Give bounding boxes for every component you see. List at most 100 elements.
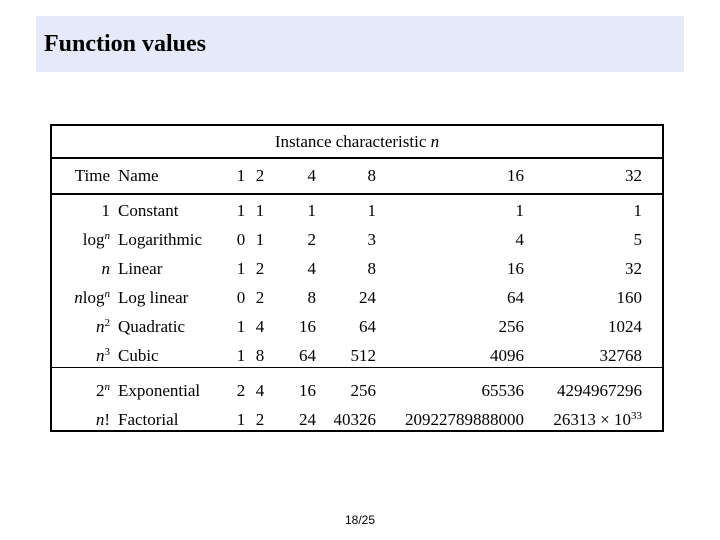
name-cell: Factorial bbox=[118, 409, 179, 429]
value-cell: 20922789888000 bbox=[405, 409, 524, 429]
header-n: 8 bbox=[367, 165, 377, 185]
value-cell: 512 bbox=[350, 345, 377, 365]
value-cell: 160 bbox=[616, 287, 643, 307]
table-row: logn Logarithmic 0 1 2 3 4 5 bbox=[52, 225, 642, 254]
group-divider bbox=[52, 367, 662, 368]
value-cell: 8 bbox=[307, 287, 317, 307]
exponent: 3 bbox=[104, 345, 111, 358]
value-cell: 1 bbox=[255, 200, 265, 220]
value-cell: 64 bbox=[507, 287, 524, 307]
name-cell: Log linear bbox=[118, 287, 189, 307]
value-cell: 1 bbox=[236, 258, 246, 278]
math-variable: n bbox=[96, 316, 105, 336]
value-cell: 8 bbox=[367, 258, 377, 278]
value-cell: 4 bbox=[255, 380, 265, 400]
header-n: 16 bbox=[507, 165, 524, 185]
table-row: 2n Exponential 2 4 16 256 65536 42949672… bbox=[52, 376, 642, 405]
value-cell: 40326 bbox=[333, 409, 377, 429]
name-cell: Linear bbox=[118, 258, 163, 278]
value-cell: 5 bbox=[633, 229, 643, 249]
value-cell: 0 bbox=[236, 287, 246, 307]
value-cell: 4 bbox=[255, 316, 265, 336]
caption-text: Instance characteristic bbox=[274, 132, 427, 151]
value-cell: 2 bbox=[255, 409, 265, 429]
name-cell: Cubic bbox=[118, 345, 159, 365]
values-grid: Time Name 1 2 4 8 16 32 1 Constant 1 1 1… bbox=[52, 161, 642, 434]
name-cell: Logarithmic bbox=[118, 229, 203, 249]
math-variable: n bbox=[101, 258, 111, 278]
value-cell: 16 bbox=[299, 316, 316, 336]
value-cell: 16 bbox=[507, 258, 524, 278]
table-row: n2 Quadratic 1 4 16 64 256 1024 bbox=[52, 312, 642, 341]
caption-variable: n bbox=[430, 132, 440, 151]
value-cell: 256 bbox=[350, 380, 377, 400]
time-cell: n3 bbox=[52, 341, 118, 370]
header-name: Name bbox=[118, 165, 159, 185]
value-cell: 64 bbox=[359, 316, 376, 336]
math-variable: n bbox=[95, 409, 105, 429]
value-cell: 256 bbox=[498, 316, 525, 336]
value-cell: 26313 × 1033 bbox=[553, 409, 642, 429]
value-cell: 8 bbox=[255, 345, 265, 365]
value-cell: 24 bbox=[299, 409, 316, 429]
value-cell: 24 bbox=[359, 287, 376, 307]
value-cell: 4096 bbox=[490, 345, 524, 365]
value-cell: 1 bbox=[236, 345, 246, 365]
time-cell: n! bbox=[95, 409, 110, 429]
value-cell: 32768 bbox=[599, 345, 643, 365]
slide-title: Function values bbox=[44, 31, 207, 57]
value-cell: 4 bbox=[307, 258, 317, 278]
math-variable: n bbox=[96, 345, 105, 365]
value-cell: 4294967296 bbox=[557, 380, 642, 400]
exponent: 33 bbox=[631, 409, 642, 422]
value-cell: 1 bbox=[236, 200, 246, 220]
header-row: Time Name 1 2 4 8 16 32 bbox=[52, 161, 642, 190]
function-values-table: Instance characteristic n Time Name 1 2 … bbox=[50, 124, 664, 432]
exponent: n bbox=[104, 380, 111, 393]
name-cell: Exponential bbox=[118, 380, 201, 400]
time-cell: logn bbox=[82, 229, 111, 249]
exponent: n bbox=[104, 287, 111, 300]
table-caption: Instance characteristic n bbox=[52, 131, 662, 153]
value-cell: 1 bbox=[307, 200, 317, 220]
table-row: n3 Cubic 1 8 64 512 4096 32768 bbox=[52, 341, 642, 370]
table-row: n! Factorial 1 2 24 40326 20922789888000… bbox=[52, 405, 642, 434]
value-cell: 1 bbox=[633, 200, 643, 220]
value-cell: 1024 bbox=[608, 316, 642, 336]
value-cell: 1 bbox=[255, 229, 265, 249]
header-n: 1 bbox=[236, 165, 246, 185]
table-row: nlogn Log linear 0 2 8 24 64 160 bbox=[52, 283, 642, 312]
name-cell: Quadratic bbox=[118, 316, 186, 336]
title-bar: Function values bbox=[36, 16, 684, 72]
value-cell: 1 bbox=[515, 200, 525, 220]
table-row: 1 Constant 1 1 1 1 1 1 bbox=[52, 196, 643, 225]
value-cell: 1 bbox=[236, 316, 246, 336]
header-n: 4 bbox=[307, 165, 317, 185]
caption-divider bbox=[52, 157, 662, 159]
header-time: Time bbox=[74, 165, 110, 185]
header-n: 2 bbox=[255, 165, 265, 185]
header-n: 32 bbox=[625, 165, 642, 185]
value-cell: 32 bbox=[625, 258, 642, 278]
time-cell: nlogn bbox=[74, 287, 111, 307]
value-cell: 2 bbox=[255, 258, 265, 278]
math-variable: n bbox=[74, 287, 83, 307]
value-cell: 0 bbox=[236, 229, 246, 249]
value-cell: 1 bbox=[236, 409, 246, 429]
value-cell: 2 bbox=[255, 287, 265, 307]
value-cell: 65536 bbox=[481, 380, 525, 400]
time-cell: 1 bbox=[101, 200, 111, 220]
name-cell: Constant bbox=[118, 200, 179, 220]
value-cell: 2 bbox=[307, 229, 317, 249]
time-cell: 2n bbox=[96, 380, 111, 400]
header-divider bbox=[52, 193, 662, 195]
value-cell: 1 bbox=[367, 200, 377, 220]
value-cell: 3 bbox=[367, 229, 377, 249]
page-number: 18/25 bbox=[344, 513, 376, 527]
value-cell: 16 bbox=[299, 380, 316, 400]
exponent: 2 bbox=[104, 316, 111, 329]
value-cell: 2 bbox=[236, 380, 246, 400]
table-row: n Linear 1 2 4 8 16 32 bbox=[52, 254, 643, 283]
value-cell: 4 bbox=[515, 229, 525, 249]
exponent: n bbox=[104, 229, 111, 242]
